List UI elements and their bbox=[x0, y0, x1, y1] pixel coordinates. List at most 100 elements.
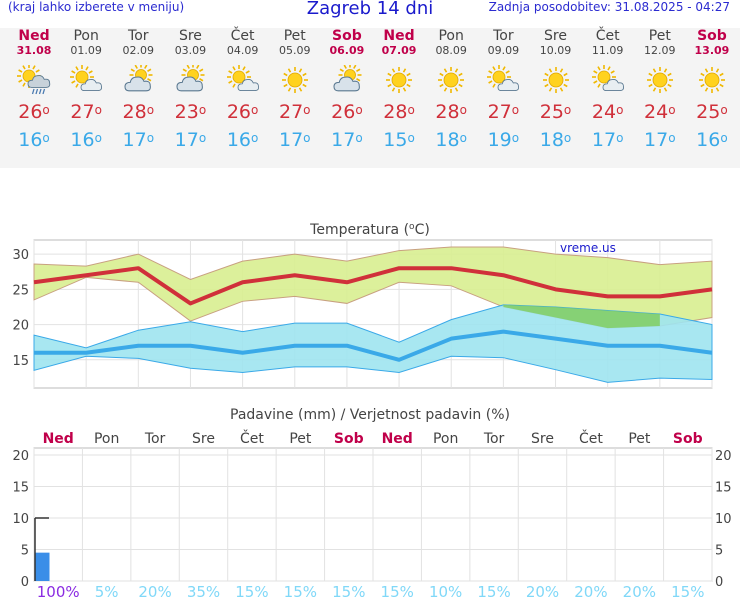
precip-probability-label: 35% bbox=[187, 583, 220, 600]
forecast-day: Sob 13.09 25o 16o bbox=[686, 28, 738, 151]
sun-cloud-icon bbox=[70, 65, 103, 92]
precip-probability-label: 20% bbox=[526, 583, 559, 600]
degree-sign: o bbox=[303, 103, 311, 117]
min-temperature: 16o bbox=[8, 129, 60, 151]
min-temperature: 16o bbox=[60, 129, 112, 151]
forecast-day: Čet 11.09 24o 17o bbox=[582, 28, 634, 151]
day-date: 07.09 bbox=[381, 44, 417, 57]
day-date: 12.09 bbox=[644, 44, 676, 57]
forecast-day: Tor 02.09 28o 17o bbox=[112, 28, 164, 151]
daily-forecast: Ned 31.08 26o 16o Pon 01.09 27o 16o Tor 02.09 28o 1… bbox=[0, 28, 740, 168]
overlap-range-band bbox=[503, 304, 660, 329]
degree-sign: o bbox=[511, 103, 520, 117]
menu-hint[interactable]: (kraj lahko izberete v meniju) bbox=[8, 0, 185, 14]
day-name: Sre bbox=[544, 28, 567, 44]
precip-day-label: Sob bbox=[334, 431, 364, 447]
max-temperature-value: 28 bbox=[435, 101, 460, 123]
day-name: Čet bbox=[230, 28, 255, 44]
day-name: Sob bbox=[332, 28, 362, 44]
max-temperature-value: 24 bbox=[591, 101, 617, 123]
min-temperature-value: 15 bbox=[383, 129, 408, 151]
max-temperature: 28o bbox=[425, 101, 477, 123]
day-date: 11.09 bbox=[591, 44, 624, 57]
day-date: 09.09 bbox=[487, 44, 520, 57]
y-tick-label-right: 10 bbox=[715, 512, 732, 527]
max-temperature-value: 28 bbox=[122, 101, 147, 123]
sun-icon bbox=[646, 67, 673, 93]
min-temperature-value: 17 bbox=[591, 129, 617, 151]
min-temperature-value: 18 bbox=[435, 129, 460, 151]
day-date: 05.09 bbox=[279, 44, 311, 57]
forecast-day: Ned 31.08 26o 16o bbox=[8, 28, 60, 151]
precip-day-label: Ned bbox=[43, 431, 74, 447]
max-temperature-value: 24 bbox=[644, 101, 669, 123]
max-temperature-value: 25 bbox=[696, 101, 721, 123]
forecast-day: Pon 08.09 28o 18o bbox=[425, 28, 477, 151]
min-temperature: 17o bbox=[269, 129, 321, 151]
degree-sign: o bbox=[198, 103, 207, 117]
precip-probability-label: 20% bbox=[574, 583, 607, 600]
day-date: 04.09 bbox=[226, 44, 259, 57]
max-temperature: 24o bbox=[634, 101, 686, 123]
max-temperature: 26o bbox=[217, 101, 269, 123]
degree-sign: o bbox=[616, 103, 624, 117]
chart-watermark: vreme.us bbox=[560, 241, 616, 255]
precip-probability-label: 15% bbox=[671, 583, 704, 600]
max-temperature: 25o bbox=[686, 101, 738, 123]
degree-sign: o bbox=[94, 131, 102, 145]
min-temperature: 16o bbox=[686, 129, 738, 151]
max-temperature: 27o bbox=[269, 101, 321, 123]
day-name: Ned bbox=[18, 28, 50, 44]
degree-sign: o bbox=[720, 131, 728, 145]
degree-sign: o bbox=[563, 131, 572, 145]
day-name: Čet bbox=[595, 28, 620, 44]
min-temperature-value: 17 bbox=[331, 129, 356, 151]
day-date: 02.09 bbox=[122, 44, 155, 57]
min-temperature: 16o bbox=[217, 129, 269, 151]
day-name: Pet bbox=[283, 28, 306, 44]
forecast-day: Tor 09.09 27o 19o bbox=[477, 28, 529, 151]
max-temperature: 28o bbox=[112, 101, 164, 123]
y-tick-label-right: 15 bbox=[715, 481, 732, 496]
day-name: Pon bbox=[73, 28, 99, 44]
degree-sign: o bbox=[42, 131, 50, 145]
max-temperature-value: 26 bbox=[331, 101, 356, 123]
sun-icon bbox=[438, 67, 465, 93]
precip-probability-label: 100% bbox=[37, 583, 80, 600]
min-temperature-value: 18 bbox=[539, 129, 564, 151]
degree-sign: o bbox=[146, 103, 155, 117]
sun-cloud-icon bbox=[226, 65, 259, 92]
degree-sign: o bbox=[407, 131, 415, 145]
min-temperature-value: 16 bbox=[226, 129, 252, 151]
min-temperature-value: 16 bbox=[18, 129, 43, 151]
degree-sign: o bbox=[668, 103, 676, 117]
cloud-sun-icon bbox=[124, 65, 153, 92]
day-date: 31.08 bbox=[16, 44, 52, 57]
y-tick-label-left: 10 bbox=[12, 512, 29, 527]
min-temperature: 19o bbox=[477, 129, 529, 151]
max-temperature-value: 26 bbox=[226, 101, 252, 123]
day-name: Sre bbox=[178, 28, 202, 44]
min-temperature: 17o bbox=[634, 129, 686, 151]
degree-sign: o bbox=[459, 103, 467, 117]
precip-probability-label: 20% bbox=[138, 583, 171, 600]
forecast-day: Sre 10.09 25o 18o bbox=[530, 28, 582, 151]
precip-probability-label: 15% bbox=[477, 583, 510, 600]
degree-sign: o bbox=[251, 103, 259, 117]
degree-sign: o bbox=[616, 131, 624, 145]
y-tick-label: 20 bbox=[12, 319, 29, 334]
cloud-sun-icon bbox=[333, 65, 362, 92]
min-temperature-value: 16 bbox=[696, 129, 721, 151]
sun-cloud-rain-icon bbox=[17, 65, 51, 95]
max-temperature-value: 28 bbox=[383, 101, 408, 123]
y-tick-label-left: 20 bbox=[12, 449, 29, 464]
degree-sign: o bbox=[198, 131, 207, 145]
precip-probability-label: 15% bbox=[381, 583, 414, 600]
temperature-chart-title: Temperatura (oC) bbox=[309, 222, 430, 238]
degree-sign: o bbox=[355, 131, 363, 145]
precip-day-label: Pon bbox=[433, 431, 458, 447]
min-temperature-range-band bbox=[33, 304, 713, 383]
precip-day-label: Sre bbox=[192, 431, 215, 447]
y-tick-label-right: 5 bbox=[715, 544, 723, 559]
min-temperature-value: 17 bbox=[644, 129, 669, 151]
